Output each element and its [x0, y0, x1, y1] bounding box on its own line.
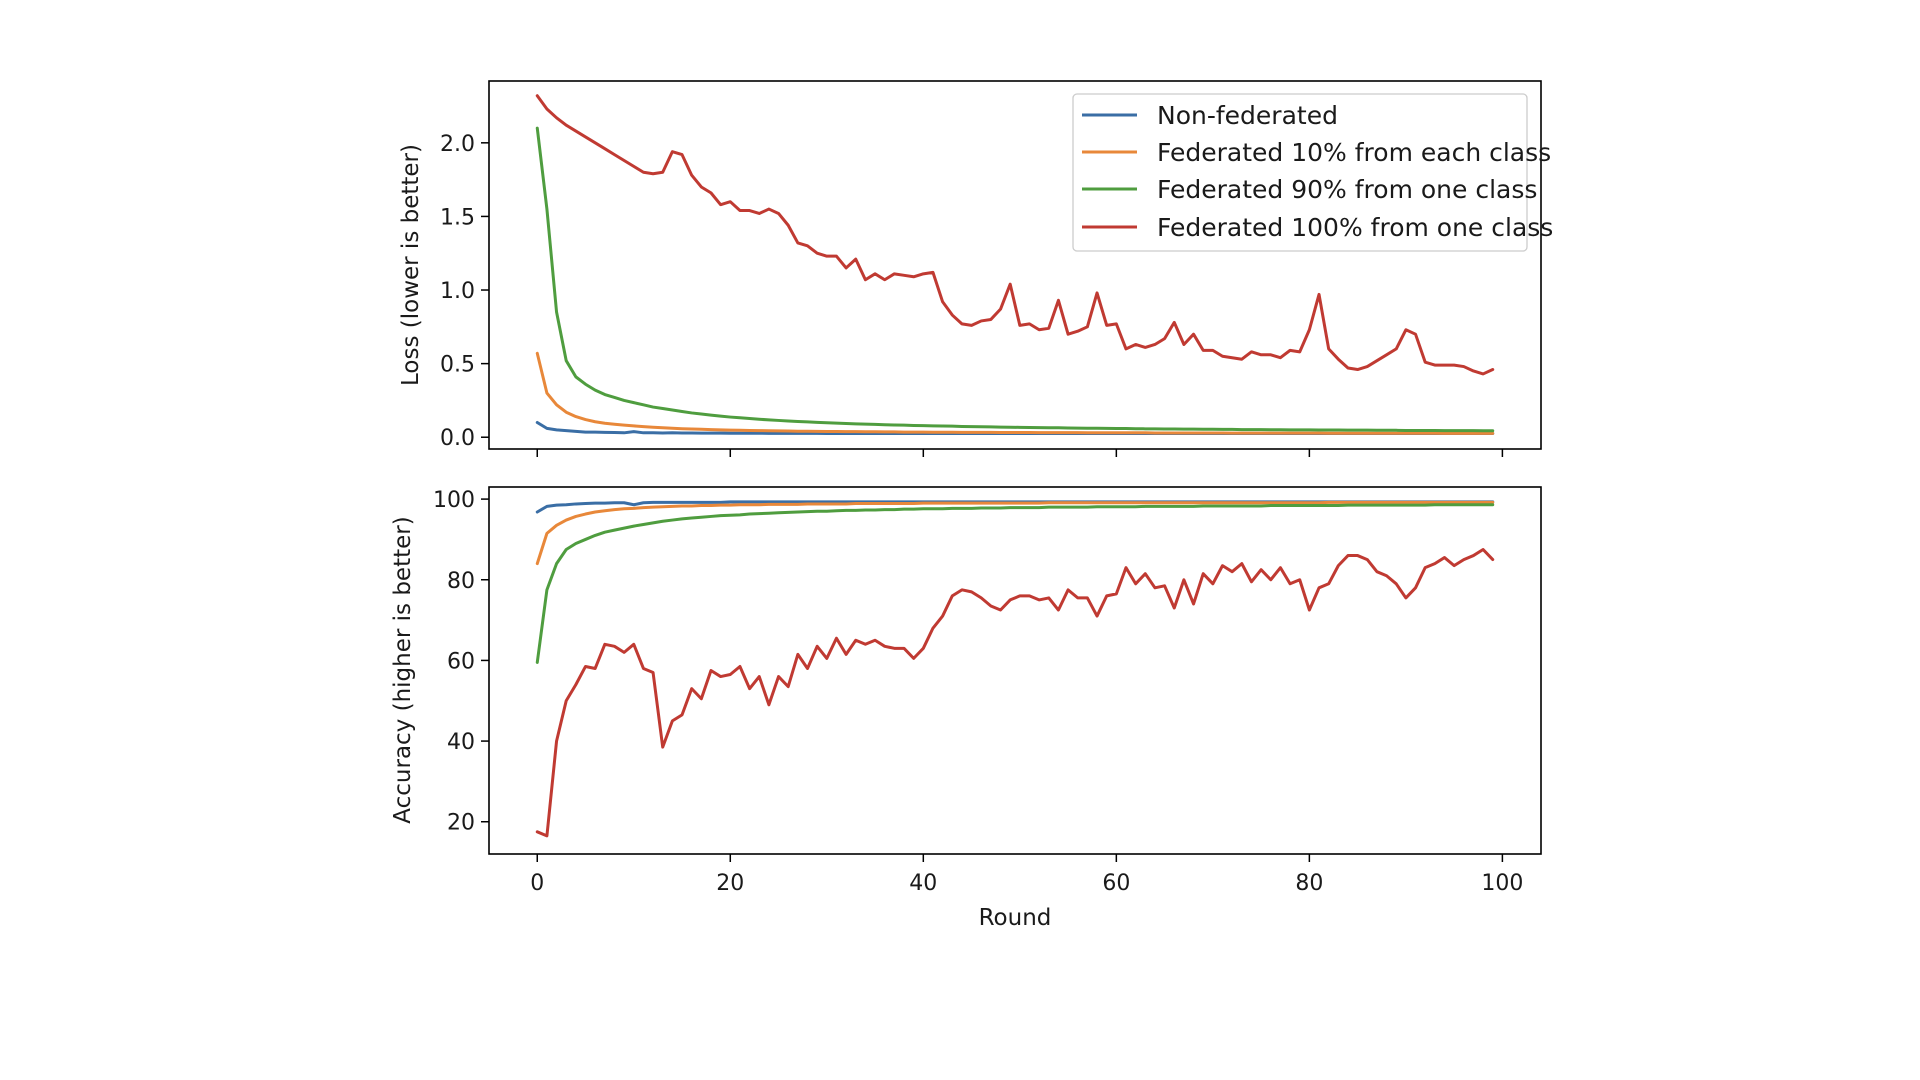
series-line-federated-10-from-each-class — [535, 351, 1495, 435]
accuracy-series-lines — [535, 500, 1495, 838]
accuracy-plot-frame — [488, 486, 1542, 855]
x-tick-label: 80 — [1295, 871, 1323, 896]
x-tick-label: 60 — [1102, 871, 1130, 896]
x-tick-label: 20 — [716, 871, 744, 896]
series-line-federated-100-from-one-class — [535, 94, 1495, 376]
legend-label: Federated 10% from each class — [1157, 138, 1551, 167]
y-tick-label: 0.0 — [440, 426, 475, 451]
accuracy-y-ticks: 20 40 60 80 100 — [433, 488, 489, 836]
y-tick-label: 60 — [447, 649, 475, 674]
accuracy-y-axis-label: Accuracy (higher is better) — [390, 516, 416, 823]
loss-series-lines — [535, 94, 1495, 436]
series-line-federated-100-from-one-class — [535, 548, 1495, 838]
loss-y-axis-label: Loss (lower is better) — [398, 144, 424, 386]
loss-x-ticks — [536, 449, 1504, 457]
y-tick-label: 40 — [447, 730, 475, 755]
loss-chart: 0.0 0.5 1.0 1.5 2.0 Loss (lower is better) N… — [398, 80, 1553, 457]
y-tick-label: 80 — [447, 569, 475, 594]
x-tick-label: 100 — [1481, 871, 1523, 896]
legend-label: Federated 100% from one class — [1157, 213, 1553, 242]
accuracy-chart: 20 40 60 80 100 0 20 40 60 80 100 Accuracy (highe… — [390, 486, 1542, 931]
series-line-federated-90-from-one-class — [535, 503, 1495, 664]
y-tick-label: 1.5 — [440, 205, 475, 230]
y-tick-label: 20 — [447, 811, 475, 836]
legend-label: Non-federated — [1157, 101, 1338, 130]
accuracy-x-ticks: 0 20 40 60 80 100 — [530, 854, 1523, 896]
legend-entry-federated-10: Federated 10% from each class — [1082, 138, 1551, 167]
y-tick-label: 2.0 — [440, 132, 475, 157]
legend-entry-federated-90: Federated 90% from one class — [1082, 175, 1537, 204]
legend: Non-federated Federated 10% from each cl… — [1072, 93, 1553, 252]
legend-frame — [1072, 93, 1528, 252]
series-line-federated-90-from-one-class — [535, 126, 1495, 433]
legend-entry-non-federated: Non-federated — [1082, 101, 1338, 130]
y-tick-label: 1.0 — [440, 279, 475, 304]
x-tick-label: 0 — [530, 871, 544, 896]
series-line-federated-10-from-each-class — [535, 500, 1495, 566]
x-axis-label: Round — [979, 905, 1052, 931]
legend-label: Federated 90% from one class — [1157, 175, 1537, 204]
loss-y-ticks: 0.0 0.5 1.0 1.5 2.0 — [440, 132, 489, 451]
legend-entry-federated-100: Federated 100% from one class — [1082, 213, 1553, 242]
y-tick-label: 100 — [433, 488, 475, 513]
loss-plot-frame — [488, 80, 1542, 450]
x-tick-label: 40 — [909, 871, 937, 896]
y-tick-label: 0.5 — [440, 353, 475, 378]
